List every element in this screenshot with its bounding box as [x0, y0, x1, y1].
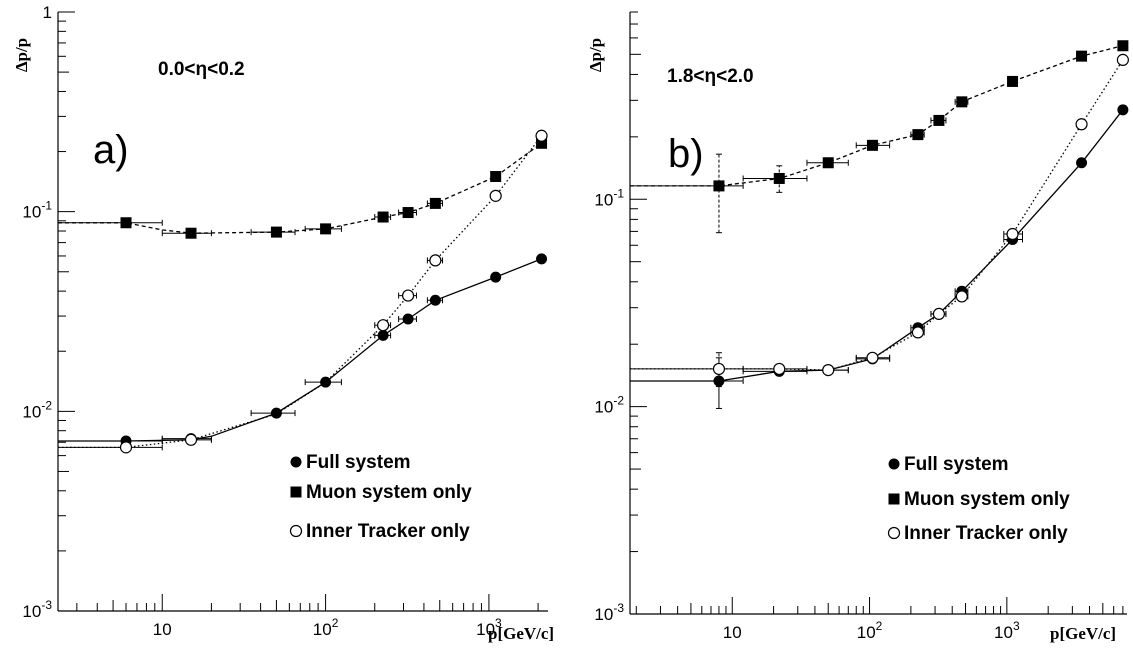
panel-label: b)	[668, 132, 704, 176]
data-point-inner-tracker	[401, 289, 415, 302]
data-point-full-system	[1117, 104, 1129, 116]
data-point-inner-tracker	[535, 129, 548, 142]
data-point-inner-tracker	[429, 254, 442, 267]
legend-label: Inner Tracker only	[904, 523, 1068, 544]
y-tick-label: 1	[43, 3, 52, 22]
y-tick-label: 10-2	[22, 398, 52, 421]
legend-label: Muon system only	[306, 482, 472, 503]
data-point-inner-tracker	[773, 362, 786, 376]
x-axis-title: p[GeV/c]	[488, 624, 554, 643]
data-point-inner-tracker	[1006, 227, 1019, 241]
data-point-full-system	[490, 271, 502, 283]
legend-label: Muon system only	[904, 489, 1070, 510]
data-point-inner-tracker	[184, 433, 198, 446]
data-point-muon-system	[270, 226, 282, 238]
y-tick-label: 10-1	[594, 186, 624, 209]
data-point-inner-tracker	[822, 364, 835, 377]
data-point-inner-tracker	[377, 319, 390, 332]
data-point-muon-system	[713, 180, 725, 192]
legend-marker-muon-system	[888, 493, 900, 505]
x-tick-label: 10	[153, 620, 172, 639]
x-tick-label: 103	[994, 619, 1020, 642]
legend-marker-inner-tracker	[289, 524, 303, 538]
data-point-muon-system	[933, 114, 945, 126]
data-point-muon-system	[866, 139, 878, 151]
data-point-muon-system	[377, 211, 389, 223]
data-point-inner-tracker	[866, 351, 879, 364]
x-tick-label: 103	[476, 616, 502, 639]
data-point-muon-system	[822, 157, 834, 169]
data-point-muon-system	[1076, 50, 1088, 62]
data-point-full-system	[429, 294, 441, 306]
data-point-muon-system	[1117, 40, 1129, 52]
x-tick-label: 102	[857, 619, 883, 642]
series-line-open-circle	[630, 59, 1124, 371]
y-tick-label: 10-3	[22, 598, 52, 621]
legend-label: Inner Tracker only	[306, 521, 470, 542]
data-point-full-system	[536, 253, 548, 265]
y-tick-label: 10-3	[594, 601, 624, 624]
data-point-full-system	[1076, 157, 1088, 169]
data-point-inner-tracker	[1116, 53, 1129, 66]
chart-panel-b: 10 102 103 10-3 10-2 10-1 Δp/p p[GeV/c] 1.8<η<2.…	[586, 11, 1129, 643]
data-point-muon-system	[956, 96, 968, 108]
data-point-muon-system	[536, 137, 548, 149]
data-point-inner-tracker	[119, 441, 133, 454]
panel-label: a)	[93, 128, 129, 172]
data-point-full-system	[377, 329, 389, 341]
data-point-inner-tracker	[1075, 118, 1088, 131]
series-line-filled-circle	[58, 258, 542, 442]
y-axis-title: Δp/p	[586, 38, 605, 72]
data-point-inner-tracker	[932, 307, 946, 321]
legend-label: Full system	[904, 454, 1009, 475]
legend-marker-full-system	[290, 456, 302, 468]
eta-range-label: 1.8<η<2.0	[667, 66, 754, 87]
chart-panel-a: 10 102 103 10-3 10-2 10-1 1 Δp/p p[GeV/c] 0.0<η<0…	[12, 3, 554, 643]
y-axis-title: Δp/p	[12, 38, 31, 72]
data-point-inner-tracker	[955, 290, 968, 303]
legend-marker-full-system	[888, 458, 900, 470]
data-point-muon-system	[402, 207, 414, 219]
x-tick-label: 102	[313, 616, 339, 639]
data-point-full-system	[270, 407, 282, 419]
data-point-inner-tracker	[489, 189, 502, 202]
y-tick-label: 10-2	[594, 394, 624, 417]
data-point-muon-system	[429, 197, 441, 209]
data-point-muon-system	[773, 172, 785, 184]
legend-marker-muon-system	[290, 486, 302, 498]
data-point-full-system	[402, 313, 414, 325]
x-tick-label: 10	[723, 623, 742, 642]
legend-marker-inner-tracker	[887, 526, 901, 540]
data-point-muon-system	[120, 217, 132, 229]
data-point-muon-system	[912, 129, 924, 141]
data-point-muon-system	[1007, 75, 1019, 87]
x-axis-title: p[GeV/c]	[1050, 624, 1116, 643]
series-line-open-circle	[58, 135, 543, 449]
y-tick-label: 10-1	[22, 199, 52, 222]
eta-range-label: 0.0<η<0.2	[158, 59, 245, 80]
data-point-muon-system	[490, 171, 502, 183]
data-point-inner-tracker	[911, 326, 925, 339]
data-point-muon-system	[185, 227, 197, 239]
data-point-inner-tracker	[712, 362, 726, 376]
data-point-muon-system	[320, 223, 332, 235]
legend-label: Full system	[306, 452, 411, 473]
